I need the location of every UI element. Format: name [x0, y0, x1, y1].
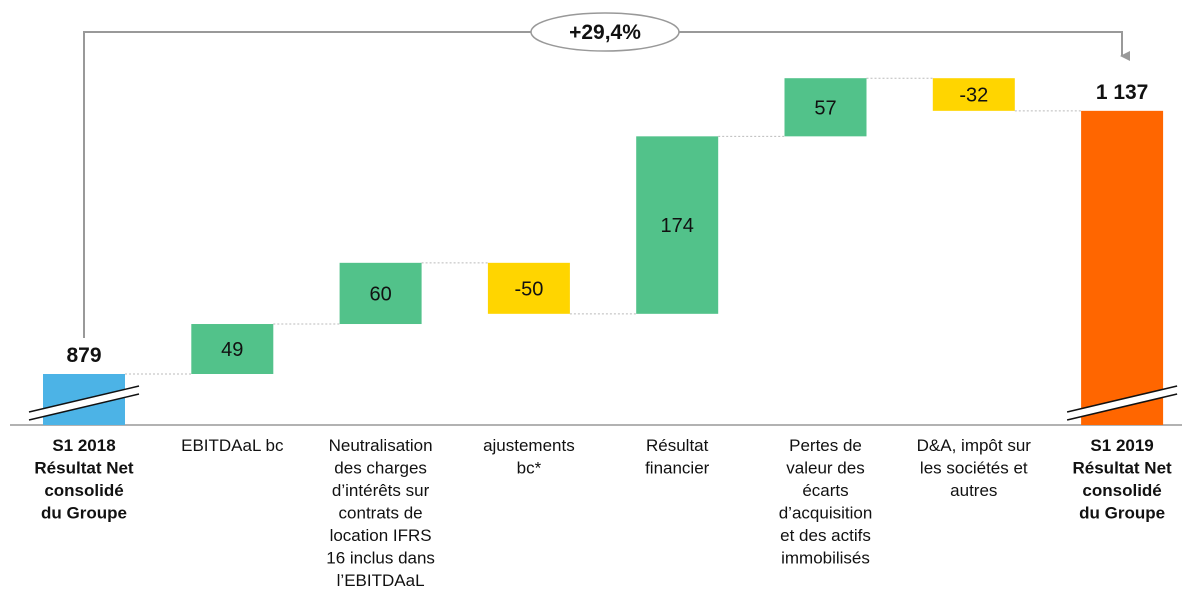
axis-break-line: [1066, 385, 1178, 413]
value-label: 1 137: [1096, 81, 1149, 104]
bar: [932, 78, 1015, 111]
category-label: les sociétés et: [920, 459, 1028, 478]
category-label: S1 2019: [1090, 436, 1153, 455]
value-label: 879: [66, 344, 101, 367]
category-label: l’EBITDAaL: [337, 571, 425, 590]
axis-break: [1067, 386, 1178, 420]
bar: [191, 324, 274, 374]
category-label: du Groupe: [1079, 504, 1165, 523]
category-label: Résultat Net: [34, 459, 134, 478]
category-label: Résultat: [646, 436, 709, 455]
value-label: -50: [514, 278, 543, 300]
axis-break-line: [1066, 393, 1178, 421]
category-label: écarts: [802, 481, 848, 500]
axis-break: [29, 386, 139, 420]
category-label: financier: [645, 459, 710, 478]
category-label: contrats de: [339, 504, 423, 523]
growth-bracket: [83, 31, 1130, 338]
category-label: D&A, impôt sur: [917, 436, 1032, 455]
category-label: bc*: [517, 459, 542, 478]
growth-label: +29,4%: [569, 21, 641, 44]
category-label: des charges: [334, 459, 427, 478]
category-label: Neutralisation: [329, 436, 433, 455]
bar: [636, 136, 719, 314]
growth-bubble: [530, 12, 680, 52]
category-label: valeur des: [786, 459, 864, 478]
category-label: S1 2018: [52, 436, 115, 455]
category-label: autres: [950, 481, 997, 500]
category-label: Pertes de: [789, 436, 862, 455]
bar: [1081, 110, 1164, 425]
category-label: consolidé: [1082, 481, 1161, 500]
value-label: 57: [814, 97, 836, 119]
bar: [487, 262, 570, 314]
value-label: 60: [369, 283, 391, 305]
category-label: ajustements: [483, 436, 575, 455]
category-label: immobilisés: [781, 549, 870, 568]
value-label: -32: [959, 85, 988, 107]
category-label: 16 inclus dans: [326, 549, 435, 568]
category-label: Résultat Net: [1073, 459, 1173, 478]
value-label: 174: [661, 215, 694, 237]
category-label: du Groupe: [41, 504, 127, 523]
category-label: EBITDAaL bc: [181, 436, 284, 455]
category-label: d’acquisition: [779, 504, 873, 523]
bar: [784, 78, 867, 137]
bar: [339, 262, 422, 325]
category-label: location IFRS: [330, 526, 432, 545]
category-label: d’intérêts sur: [332, 481, 430, 500]
axis-break-line: [28, 385, 140, 413]
axis-break-line: [28, 393, 140, 421]
category-label: consolidé: [44, 481, 123, 500]
value-label: 49: [221, 339, 243, 361]
category-label: et des actifs: [780, 526, 871, 545]
